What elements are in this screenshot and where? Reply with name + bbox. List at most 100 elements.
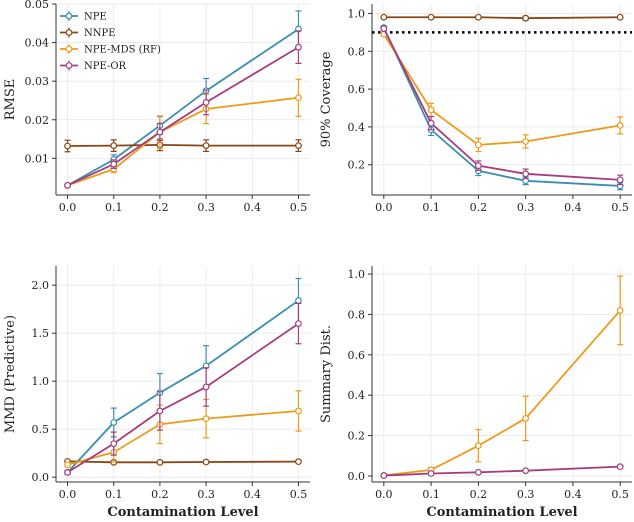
series-line: [383, 16, 621, 20]
panel-mmd: 0.0 0.1 0.2 0.3 0.4 0.5 0.0 0.5 1.0 1.5 2.0 MMD (Pr…: [3, 266, 310, 520]
data-point: [64, 142, 71, 150]
x-tick-label: 0.2: [151, 488, 169, 501]
y-tick-label: 0.03: [25, 75, 50, 88]
x-tick-label: 0.3: [517, 201, 535, 214]
y-tick-label: 0.2: [348, 159, 366, 172]
data-point: [295, 320, 302, 328]
data-point: [474, 162, 482, 170]
x-tick-label: 0.5: [290, 201, 308, 214]
panel-coverage: 0.0 0.1 0.2 0.3 0.4 0.5 0.2 0.4 0.6 0.8 1.0 90% Cov…: [319, 4, 632, 214]
y-tick-label: 2.0: [32, 279, 50, 292]
data-point: [202, 383, 210, 391]
data-point: [64, 181, 71, 189]
x-tick-label: 0.0: [375, 201, 393, 214]
x-tick-label: 0.3: [197, 488, 215, 501]
x-tick-label: 0.0: [59, 488, 77, 501]
data-point: [427, 119, 435, 127]
x-tick-label: 0.2: [470, 201, 488, 214]
y-tick-label: 0.4: [348, 389, 366, 402]
data-point: [156, 128, 164, 136]
y-tick-label: 0.2: [348, 430, 366, 443]
y-tick-label: 0.01: [25, 152, 50, 165]
legend-swatch-marker: [65, 62, 73, 69]
data-point: [474, 13, 482, 21]
panel-rmse: 0.0 0.1 0.2 0.3 0.4 0.5 0.01 0.02 0.03 0.04 0.05 RM…: [3, 0, 310, 214]
data-point: [156, 407, 164, 415]
data-point: [474, 468, 482, 476]
y-tick-label: 0.0: [32, 471, 50, 484]
series-npe-or: [380, 463, 624, 479]
x-tick-label: 0.2: [470, 488, 488, 501]
x-tick-label: 0.4: [564, 488, 582, 501]
legend-label: NNPE: [84, 28, 116, 39]
data-point: [616, 307, 624, 314]
y-tick-label: 0.05: [25, 0, 50, 11]
x-tick-label: 0.4: [244, 201, 262, 214]
data-point: [427, 470, 435, 477]
series-nnpe: [64, 457, 302, 466]
legend-item-nnpe: NNPE: [60, 27, 116, 39]
series-npe: [64, 277, 302, 476]
y-tick-label: 1.5: [32, 327, 50, 340]
series-line: [383, 33, 621, 146]
x-tick-label: 0.1: [422, 201, 440, 214]
x-tick-label: 0.1: [105, 201, 123, 214]
series-npe-mds-rf: [380, 275, 624, 479]
series-line: [66, 299, 299, 474]
x-tick-label: 0.3: [517, 488, 535, 501]
series-line: [67, 410, 299, 466]
data-point: [427, 13, 435, 21]
legend-label: NPE: [84, 12, 107, 23]
data-point: [110, 160, 118, 168]
legend-label: NPE-MDS (RF): [84, 45, 161, 56]
legend: NPE NNPE NPE-MDS (RF) NPE-OR: [60, 11, 161, 72]
x-axis-label: Contamination Level: [426, 505, 577, 520]
x-tick-label: 0.5: [611, 201, 629, 214]
data-point: [616, 122, 624, 129]
data-point: [380, 472, 388, 479]
y-tick-label: 0.4: [348, 121, 366, 134]
data-point: [616, 176, 624, 184]
series-line: [67, 460, 299, 464]
y-tick-label: 0.5: [32, 423, 50, 436]
y-tick-label: 1.0: [348, 268, 366, 281]
y-tick-label: 1.0: [348, 7, 366, 20]
series-nnpe: [380, 13, 624, 22]
series-npe-or: [64, 302, 302, 476]
panel-summary-dist: 0.0 0.1 0.2 0.3 0.4 0.5 0.0 0.2 0.4 0.6 0.8 1.0 Summ…: [319, 266, 632, 520]
data-point: [522, 138, 530, 145]
y-tick-label: 0.02: [25, 114, 50, 127]
data-point: [64, 469, 71, 476]
series-line: [67, 322, 299, 474]
legend-item-npe-mds-rf: NPE-MDS (RF): [60, 44, 161, 56]
y-axis-label: MMD (Predictive): [3, 315, 18, 433]
data-point: [295, 94, 302, 102]
data-point: [295, 458, 302, 466]
series-npe-mds-rf: [64, 78, 302, 189]
legend-label: NPE-OR: [84, 61, 127, 72]
y-tick-label: 0.6: [348, 83, 366, 96]
legend-swatch-marker: [65, 29, 73, 36]
data-point: [64, 461, 71, 469]
data-point: [295, 407, 302, 415]
series-npe-mds-rf: [380, 30, 624, 153]
x-tick-label: 0.1: [422, 488, 440, 501]
data-point: [295, 43, 302, 51]
series-line: [67, 143, 299, 147]
legend-swatch-marker: [65, 12, 73, 20]
y-axis-label: 90% Coverage: [319, 51, 334, 147]
y-tick-label: 0.8: [348, 308, 366, 321]
series-npe-or: [64, 30, 302, 189]
data-point: [474, 141, 482, 149]
data-point: [616, 463, 624, 471]
y-tick-label: 0.6: [348, 349, 366, 362]
x-tick-label: 0.0: [375, 488, 393, 501]
data-point: [202, 142, 210, 150]
data-point: [427, 106, 435, 114]
x-tick-label: 0.5: [290, 488, 308, 501]
x-axis-label: Contamination Level: [107, 505, 258, 520]
legend-swatch-marker: [65, 45, 73, 53]
x-tick-label: 0.4: [564, 201, 582, 214]
x-tick-label: 0.5: [611, 488, 629, 501]
data-point: [110, 419, 118, 426]
